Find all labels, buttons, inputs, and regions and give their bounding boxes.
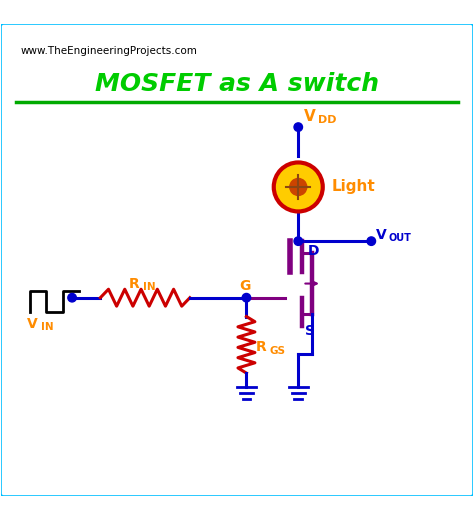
- Text: V: V: [376, 228, 387, 242]
- Circle shape: [294, 237, 302, 245]
- FancyBboxPatch shape: [0, 22, 474, 498]
- Text: Light: Light: [331, 179, 375, 194]
- Text: IN: IN: [40, 322, 53, 332]
- Text: www.TheEngineeringProjects.com: www.TheEngineeringProjects.com: [20, 46, 197, 56]
- Circle shape: [68, 293, 76, 302]
- Circle shape: [290, 178, 307, 196]
- Text: V: V: [27, 317, 38, 331]
- Text: V: V: [304, 109, 316, 124]
- Circle shape: [294, 123, 302, 132]
- Circle shape: [242, 293, 251, 302]
- Circle shape: [367, 237, 375, 245]
- Text: GS: GS: [270, 346, 286, 356]
- Text: DD: DD: [318, 114, 337, 125]
- Text: OUT: OUT: [389, 233, 411, 243]
- Text: IN: IN: [143, 282, 155, 292]
- Text: S: S: [305, 323, 315, 337]
- Text: R: R: [256, 340, 266, 354]
- Text: MOSFET as A switch: MOSFET as A switch: [95, 72, 379, 96]
- Text: R: R: [128, 277, 139, 291]
- Text: G: G: [239, 279, 251, 293]
- Circle shape: [274, 162, 323, 212]
- Text: D: D: [308, 243, 319, 257]
